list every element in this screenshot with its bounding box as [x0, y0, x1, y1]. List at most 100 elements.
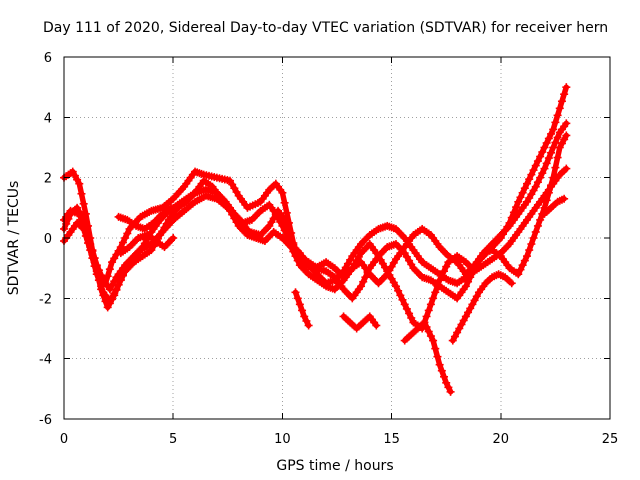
- data-point: [400, 300, 409, 309]
- data-point: [105, 265, 114, 274]
- data-point: [518, 188, 527, 197]
- data-point: [553, 111, 562, 120]
- x-tick-label: 15: [383, 432, 400, 447]
- data-point: [420, 318, 429, 327]
- y-tick-label: 2: [44, 172, 52, 187]
- data-point: [424, 327, 433, 336]
- data-point: [435, 276, 444, 285]
- data-point: [407, 313, 416, 322]
- data-point: [103, 272, 112, 281]
- data-point: [81, 209, 90, 218]
- x-tick-label: 20: [493, 432, 510, 447]
- data-point: [291, 252, 300, 261]
- data-point: [79, 199, 88, 208]
- data-point: [560, 194, 569, 203]
- data-point: [562, 119, 571, 128]
- data-point: [429, 336, 438, 345]
- data-point: [547, 129, 556, 138]
- x-tick-label: 10: [274, 432, 291, 447]
- data-point: [437, 366, 446, 375]
- data-point: [79, 215, 88, 224]
- y-tick-label: -6: [39, 413, 52, 428]
- data-point: [363, 268, 372, 277]
- data-point: [437, 271, 446, 280]
- x-tick-label: 0: [60, 432, 68, 447]
- data-point: [547, 148, 556, 157]
- data-point: [359, 277, 368, 286]
- data-point: [440, 267, 449, 276]
- chart-title: Day 111 of 2020, Sidereal Day-to-day VTE…: [43, 20, 608, 36]
- data-point: [533, 157, 542, 166]
- data-point: [457, 320, 466, 329]
- data-point: [396, 291, 405, 300]
- data-point: [453, 328, 462, 337]
- data-point: [167, 203, 176, 212]
- data-point: [422, 312, 431, 321]
- data-point: [531, 227, 540, 236]
- data-point: [448, 336, 457, 345]
- data-point: [424, 306, 433, 315]
- data-point: [431, 344, 440, 353]
- data-point: [276, 217, 285, 226]
- data-point: [357, 282, 366, 291]
- data-point: [549, 125, 558, 134]
- data-point: [112, 285, 121, 294]
- data-point: [557, 97, 566, 106]
- data-point: [444, 383, 453, 392]
- data-point: [429, 294, 438, 303]
- data-point: [123, 229, 132, 238]
- data-point: [304, 321, 313, 330]
- data-point: [103, 303, 112, 312]
- data-point: [169, 234, 178, 242]
- data-point: [523, 252, 532, 261]
- data-point: [562, 83, 571, 92]
- data-point: [557, 139, 566, 148]
- data-point: [536, 215, 545, 224]
- data-point: [108, 293, 117, 302]
- data-point: [92, 270, 101, 279]
- data-point: [291, 288, 300, 297]
- data-point: [302, 316, 311, 325]
- data-point: [274, 213, 283, 222]
- series-10: [448, 270, 516, 345]
- series-7: [291, 288, 313, 330]
- data-point: [533, 221, 542, 230]
- data-point: [553, 133, 562, 142]
- data-point: [105, 285, 114, 294]
- data-point: [459, 316, 468, 325]
- data-point: [300, 312, 309, 321]
- data-point: [529, 234, 538, 242]
- series-8: [339, 312, 381, 333]
- data-point: [68, 167, 77, 176]
- y-tick-label: -2: [39, 292, 52, 307]
- data-point: [97, 282, 106, 291]
- data-point: [298, 306, 307, 315]
- data-point: [544, 154, 553, 163]
- data-point: [470, 296, 479, 305]
- data-point: [73, 203, 82, 212]
- data-point: [426, 332, 435, 341]
- data-point: [536, 152, 545, 161]
- data-point: [282, 230, 291, 239]
- data-point: [280, 226, 289, 235]
- y-tick-label: 0: [44, 232, 52, 247]
- data-point: [514, 197, 523, 206]
- x-tick-label: 25: [602, 432, 619, 447]
- axes: 0 5 10 15 20 25 -6 -4 -2 0 2 4 6: [39, 51, 618, 447]
- data-point: [293, 256, 302, 265]
- data-point: [75, 207, 84, 216]
- data-point: [105, 297, 114, 306]
- data-point: [278, 221, 287, 230]
- data-point: [422, 322, 431, 331]
- data-point: [507, 279, 516, 288]
- data-point: [64, 214, 73, 223]
- data-point: [433, 282, 442, 291]
- series-11: [540, 194, 569, 218]
- data-point: [461, 282, 470, 291]
- data-point: [289, 247, 298, 256]
- data-point: [464, 277, 473, 286]
- data-point: [531, 161, 540, 170]
- data-point: [450, 332, 459, 341]
- data-point: [529, 166, 538, 175]
- data-point: [405, 309, 414, 318]
